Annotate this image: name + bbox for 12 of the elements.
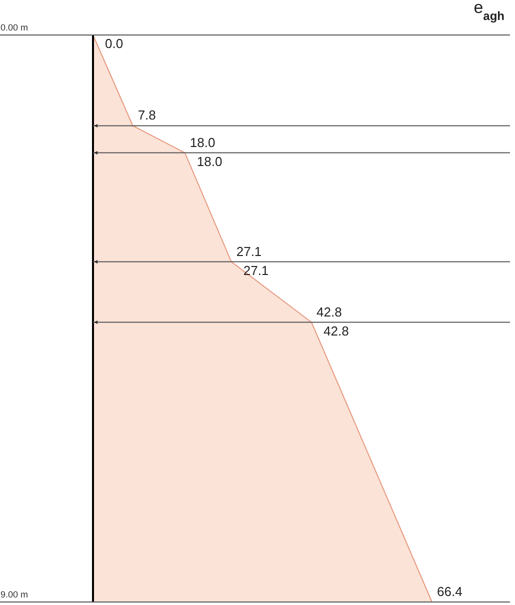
- y-tick-label: 9.00 m: [0, 590, 28, 600]
- data-label: 7.8: [138, 108, 156, 123]
- data-label: 42.8: [324, 323, 349, 338]
- data-label: 18.0: [190, 134, 216, 150]
- data-label: 27.1: [236, 244, 262, 259]
- data-label: 27.1: [243, 262, 269, 278]
- data-label: 42.8: [316, 304, 342, 320]
- data-label: 0.0: [105, 36, 124, 51]
- y-tick-label: 0.00 m: [0, 22, 28, 32]
- data-label: 66.4: [437, 584, 462, 599]
- data-label: 18.0: [196, 154, 222, 169]
- text: e$_{agh}$: [474, 0, 504, 23]
